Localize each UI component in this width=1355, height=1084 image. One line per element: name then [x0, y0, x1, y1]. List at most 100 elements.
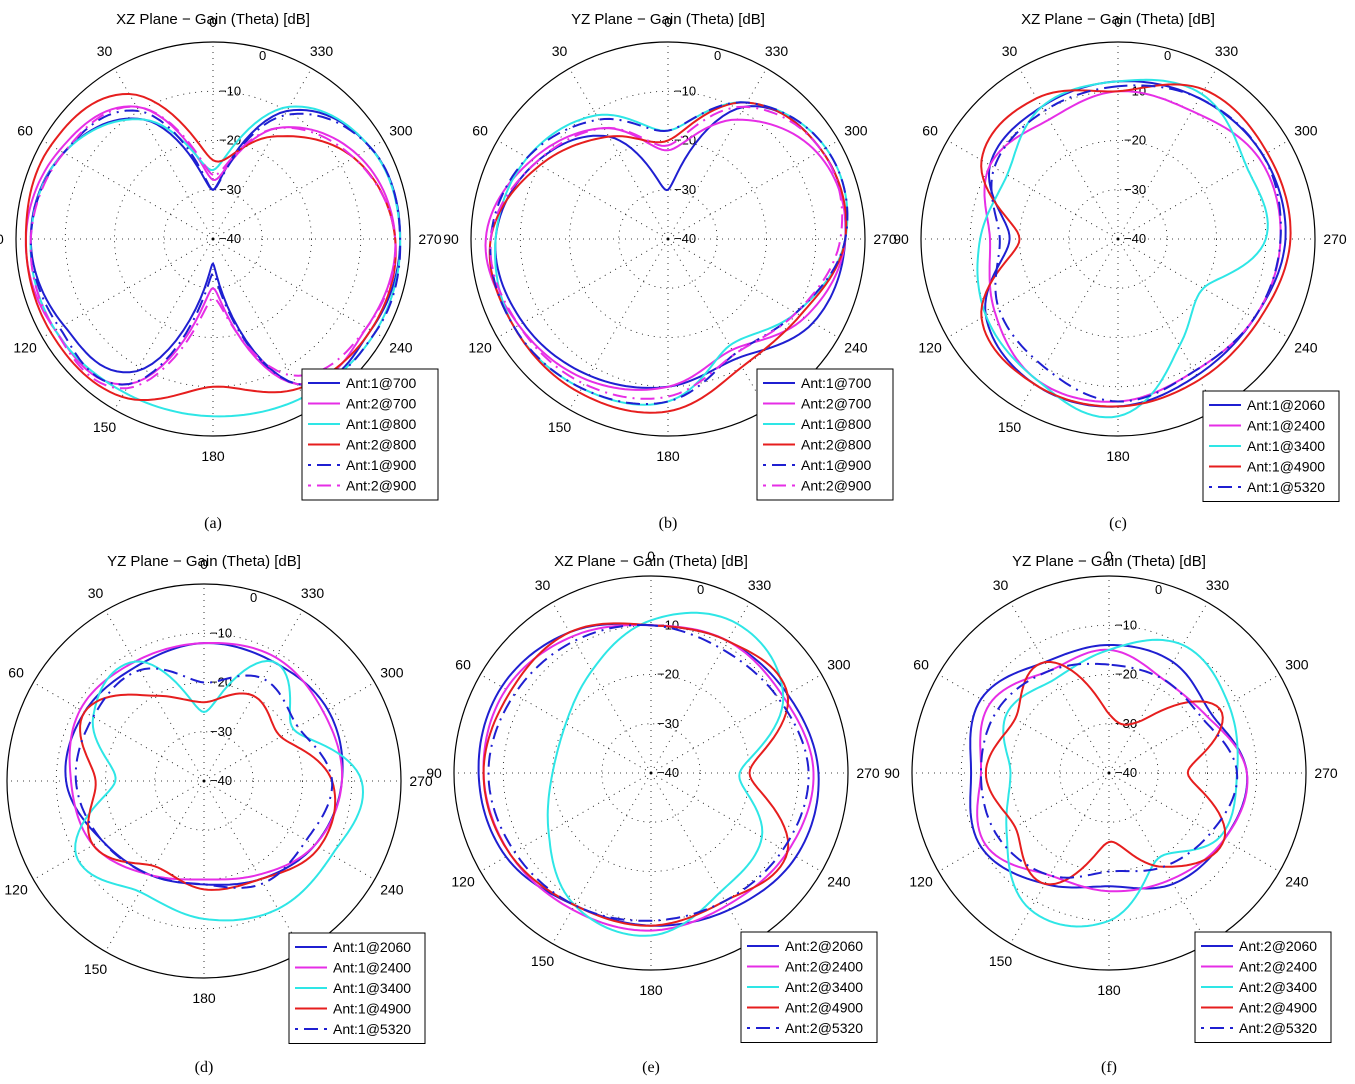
radial-tick-label: −10	[210, 625, 232, 640]
radial-tick-label: 0	[1155, 582, 1162, 597]
series-line-ant-2-800	[26, 94, 396, 400]
radial-tick-label: −40	[674, 231, 696, 246]
radial-tick-label: −40	[1124, 231, 1146, 246]
angle-tick-label: 240	[827, 874, 851, 890]
chart-title: XZ Plane − Gain (Theta) [dB]	[116, 11, 310, 28]
polar-center	[203, 780, 206, 783]
legend-entry: Ant:2@700	[801, 396, 871, 412]
polar-chart-2: 03060901201501802102402703003300−10−20−3…	[443, 11, 897, 532]
legend-entry: Ant:1@800	[801, 416, 871, 432]
angle-tick-label: 270	[1323, 231, 1347, 247]
angle-tick-label: 270	[418, 231, 442, 247]
legend-entry: Ant:2@4900	[785, 1000, 863, 1016]
grid-spoke	[42, 141, 213, 240]
angle-tick-label: 330	[1215, 43, 1239, 59]
angle-tick-label: 150	[93, 419, 117, 435]
polar-chart-5: 03060901201501802102402703003300−10−20−3…	[426, 548, 880, 1076]
angle-tick-label: 330	[301, 585, 325, 601]
angle-tick-label: 60	[8, 665, 24, 681]
series-line-ant-2-3400	[1003, 640, 1237, 927]
angle-tick-label: 150	[548, 419, 572, 435]
angle-tick-label: 270	[856, 765, 880, 781]
legend-entry: Ant:2@700	[346, 396, 416, 412]
polar-chart-6: 03060901201501802102402703003300−10−20−3…	[884, 548, 1338, 1076]
angle-tick-label: 30	[535, 577, 551, 593]
radial-tick-label: −10	[219, 83, 241, 98]
angle-tick-label: 240	[1285, 874, 1309, 890]
legend-entry: Ant:2@2400	[1239, 959, 1317, 975]
legend-entry: Ant:1@800	[346, 416, 416, 432]
radial-tick-label: −40	[1115, 765, 1137, 780]
series-line-ant-2-2400	[977, 650, 1247, 892]
grid-spoke	[1011, 602, 1110, 773]
legend: Ant:1@700 Ant:2@700 Ant:1@800 Ant:2@800 Ant:…	[302, 369, 438, 500]
legend-entry: Ant:2@2060	[785, 938, 863, 954]
angle-tick-label: 300	[380, 665, 404, 681]
radial-tick-label: −10	[1115, 617, 1137, 632]
angle-tick-label: 30	[97, 43, 113, 59]
chart-title: YZ Plane − Gain (Theta) [dB]	[107, 553, 301, 570]
radial-tick-label: 0	[250, 590, 257, 605]
radial-tick-label: 0	[259, 48, 266, 63]
angle-tick-label: 60	[472, 123, 488, 139]
chart-title: YZ Plane − Gain (Theta) [dB]	[571, 11, 765, 28]
radial-tick-label: −40	[657, 765, 679, 780]
series-line-ant-1-3400	[977, 80, 1267, 418]
chart-caption: (d)	[195, 1059, 214, 1076]
polar-chart-4: 03060901201501802102402703003300−10−20−3…	[0, 553, 433, 1076]
grid-spoke	[570, 68, 669, 239]
angle-tick-label: 120	[451, 874, 475, 890]
angle-tick-label: 60	[913, 657, 929, 673]
radial-tick-label: −20	[210, 675, 232, 690]
grid-spoke	[213, 239, 384, 338]
legend: Ant:1@2060 Ant:1@2400 Ant:1@3400 Ant:1@4900…	[1203, 391, 1339, 502]
polar-center	[1108, 772, 1111, 775]
angle-tick-label: 150	[531, 953, 555, 969]
radial-tick-label: 0	[1164, 48, 1171, 63]
angle-tick-label: 180	[1097, 982, 1121, 998]
chart-title: XZ Plane − Gain (Theta) [dB]	[554, 553, 748, 570]
series-line-ant-2-2400	[484, 625, 814, 931]
radial-tick-label: −20	[1124, 133, 1146, 148]
angle-tick-label: 30	[88, 585, 104, 601]
chart-caption: (c)	[1109, 515, 1127, 532]
radial-tick-label: −40	[219, 231, 241, 246]
radial-tick-label: 0	[714, 48, 721, 63]
legend-entry: Ant:2@3400	[1239, 979, 1317, 995]
angle-tick-label: 90	[884, 765, 900, 781]
legend-entry: Ant:1@900	[346, 457, 416, 473]
angle-tick-label: 300	[1285, 657, 1309, 673]
angle-tick-label: 60	[17, 123, 33, 139]
angle-tick-label: 30	[993, 577, 1009, 593]
radial-tick-label: −30	[210, 724, 232, 739]
angle-tick-label: 330	[748, 577, 772, 593]
legend-entry: Ant:1@2060	[333, 939, 411, 955]
legend: Ant:2@2060 Ant:2@2400 Ant:2@3400 Ant:2@4900…	[1195, 932, 1331, 1043]
polar-center	[650, 772, 653, 775]
legend-entry: Ant:1@2400	[1247, 418, 1325, 434]
legend-entry: Ant:2@800	[346, 437, 416, 453]
angle-tick-label: 120	[909, 874, 933, 890]
angle-tick-label: 60	[455, 657, 471, 673]
grid-spoke	[947, 239, 1118, 338]
radial-tick-label: 0	[697, 582, 704, 597]
polar-chart-1: 03060901201501802102402703003300−10−20−3…	[0, 11, 442, 532]
angle-tick-label: 60	[922, 123, 938, 139]
angle-tick-label: 120	[4, 882, 28, 898]
legend: Ant:2@2060 Ant:2@2400 Ant:2@3400 Ant:2@4900…	[741, 932, 877, 1043]
legend-entry: Ant:2@800	[801, 437, 871, 453]
angle-tick-label: 120	[918, 340, 942, 356]
legend: Ant:1@2060 Ant:1@2400 Ant:1@3400 Ant:1@4900…	[289, 933, 425, 1044]
polar-center	[667, 238, 670, 241]
legend-entry: Ant:2@5320	[1239, 1020, 1317, 1036]
angle-tick-label: 150	[989, 953, 1013, 969]
legend-entry: Ant:1@3400	[333, 980, 411, 996]
angle-tick-label: 270	[1314, 765, 1338, 781]
legend: Ant:1@700 Ant:2@700 Ant:1@800 Ant:2@800 Ant:…	[757, 369, 893, 500]
legend-entry: Ant:2@5320	[785, 1020, 863, 1036]
radial-tick-label: −30	[674, 182, 696, 197]
series-line-ant-1-2400	[70, 643, 343, 880]
legend-entry: Ant:2@4900	[1239, 1000, 1317, 1016]
angle-tick-label: 240	[389, 340, 413, 356]
